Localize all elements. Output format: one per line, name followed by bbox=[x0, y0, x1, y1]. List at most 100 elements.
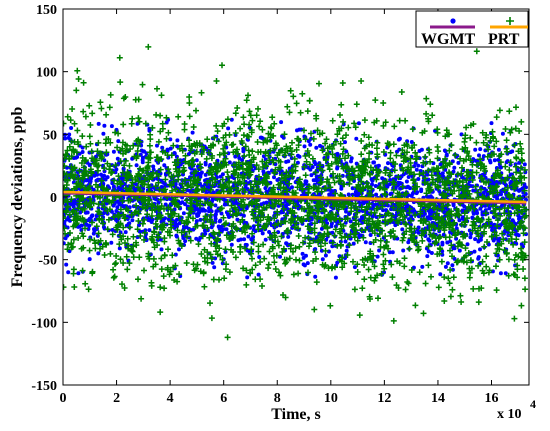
data-point-prt bbox=[426, 221, 433, 228]
data-point-prt bbox=[487, 137, 494, 144]
data-point-wgmt bbox=[130, 218, 135, 223]
data-point-prt bbox=[436, 245, 443, 252]
data-point-wgmt bbox=[227, 160, 232, 165]
data-point-prt bbox=[486, 267, 493, 274]
data-point-prt bbox=[208, 171, 215, 178]
data-point-prt bbox=[457, 155, 464, 162]
data-point-prt bbox=[347, 199, 353, 206]
data-point-prt bbox=[372, 236, 379, 243]
data-point-prt bbox=[504, 148, 511, 155]
data-point-prt bbox=[266, 217, 273, 224]
data-point-prt bbox=[366, 150, 373, 157]
data-point-wgmt bbox=[73, 155, 78, 160]
data-point-prt bbox=[216, 229, 223, 236]
data-point-wgmt bbox=[256, 272, 261, 277]
data-point-prt bbox=[423, 95, 430, 102]
data-point-prt bbox=[281, 131, 288, 138]
data-point-prt bbox=[208, 315, 215, 322]
data-point-prt bbox=[444, 174, 451, 181]
data-point-prt bbox=[472, 183, 479, 190]
data-point-prt bbox=[306, 97, 313, 104]
data-point-prt bbox=[383, 239, 390, 245]
data-point-prt bbox=[295, 233, 302, 239]
data-point-prt bbox=[441, 192, 448, 199]
data-point-prt bbox=[374, 172, 381, 179]
data-point-prt bbox=[180, 187, 187, 194]
data-point-prt bbox=[122, 157, 129, 164]
data-point-prt bbox=[278, 201, 285, 208]
data-point-prt bbox=[128, 247, 135, 254]
data-point-prt bbox=[183, 260, 190, 266]
data-point-prt bbox=[494, 223, 501, 230]
data-point-prt bbox=[106, 166, 113, 173]
data-point-prt bbox=[201, 216, 208, 223]
data-point-prt bbox=[388, 261, 395, 268]
data-point-prt bbox=[71, 164, 78, 171]
data-point-prt bbox=[141, 216, 148, 223]
data-point-wgmt bbox=[489, 121, 494, 126]
data-point-prt bbox=[302, 153, 309, 159]
data-point-wgmt bbox=[460, 208, 465, 213]
data-point-prt bbox=[443, 127, 450, 134]
data-point-prt bbox=[362, 169, 369, 176]
data-point-prt bbox=[494, 167, 501, 174]
data-point-prt bbox=[520, 266, 527, 272]
data-point-prt bbox=[446, 215, 453, 222]
data-point-prt bbox=[467, 257, 474, 264]
data-point-wgmt bbox=[368, 233, 373, 237]
data-point-prt bbox=[311, 306, 318, 313]
data-point-prt bbox=[178, 229, 185, 236]
data-point-prt bbox=[241, 121, 248, 128]
data-point-prt bbox=[191, 150, 198, 157]
data-point-prt bbox=[210, 229, 217, 236]
data-point-wgmt bbox=[114, 217, 118, 222]
data-point-prt bbox=[247, 112, 254, 119]
data-point-prt bbox=[263, 221, 270, 227]
data-point-wgmt bbox=[109, 240, 114, 245]
data-point-prt bbox=[481, 243, 488, 250]
data-point-prt bbox=[163, 135, 170, 142]
data-point-prt bbox=[117, 206, 124, 213]
data-point-prt bbox=[133, 242, 140, 249]
data-point-wgmt bbox=[310, 165, 315, 169]
data-point-prt bbox=[368, 225, 375, 231]
data-point-prt bbox=[135, 142, 142, 149]
data-point-prt bbox=[144, 211, 151, 218]
data-point-prt bbox=[474, 162, 480, 169]
data-point-prt bbox=[110, 266, 117, 273]
points-layer bbox=[63, 43, 529, 341]
data-point-prt bbox=[101, 252, 108, 258]
data-point-prt bbox=[193, 265, 199, 272]
data-point-prt bbox=[98, 150, 105, 157]
data-point-wgmt bbox=[416, 177, 421, 181]
data-point-prt bbox=[483, 263, 490, 270]
data-point-prt bbox=[286, 109, 293, 116]
data-point-prt bbox=[64, 113, 71, 120]
data-point-prt bbox=[92, 240, 99, 247]
data-point-prt bbox=[117, 158, 124, 165]
data-point-prt bbox=[135, 218, 142, 224]
data-point-prt bbox=[245, 147, 252, 154]
data-point-prt bbox=[400, 207, 407, 214]
data-point-prt bbox=[496, 107, 503, 114]
data-point-wgmt bbox=[263, 186, 268, 191]
data-point-prt bbox=[379, 227, 386, 234]
data-point-prt bbox=[427, 231, 434, 238]
data-point-prt bbox=[441, 182, 448, 188]
data-point-wgmt bbox=[468, 235, 473, 240]
data-point-prt bbox=[464, 207, 470, 214]
data-point-prt bbox=[480, 163, 487, 170]
data-point-prt bbox=[337, 112, 343, 118]
data-point-prt bbox=[305, 269, 311, 276]
data-point-prt bbox=[401, 142, 408, 149]
data-point-wgmt bbox=[348, 219, 353, 224]
data-point-prt bbox=[319, 147, 326, 154]
data-point-prt bbox=[513, 169, 520, 176]
data-point-prt bbox=[86, 183, 93, 190]
data-point-prt bbox=[460, 192, 467, 199]
data-point-prt bbox=[382, 212, 389, 219]
data-point-prt bbox=[181, 126, 188, 133]
data-point-prt bbox=[137, 165, 143, 172]
data-point-prt bbox=[447, 266, 454, 273]
data-point-prt bbox=[418, 217, 425, 224]
